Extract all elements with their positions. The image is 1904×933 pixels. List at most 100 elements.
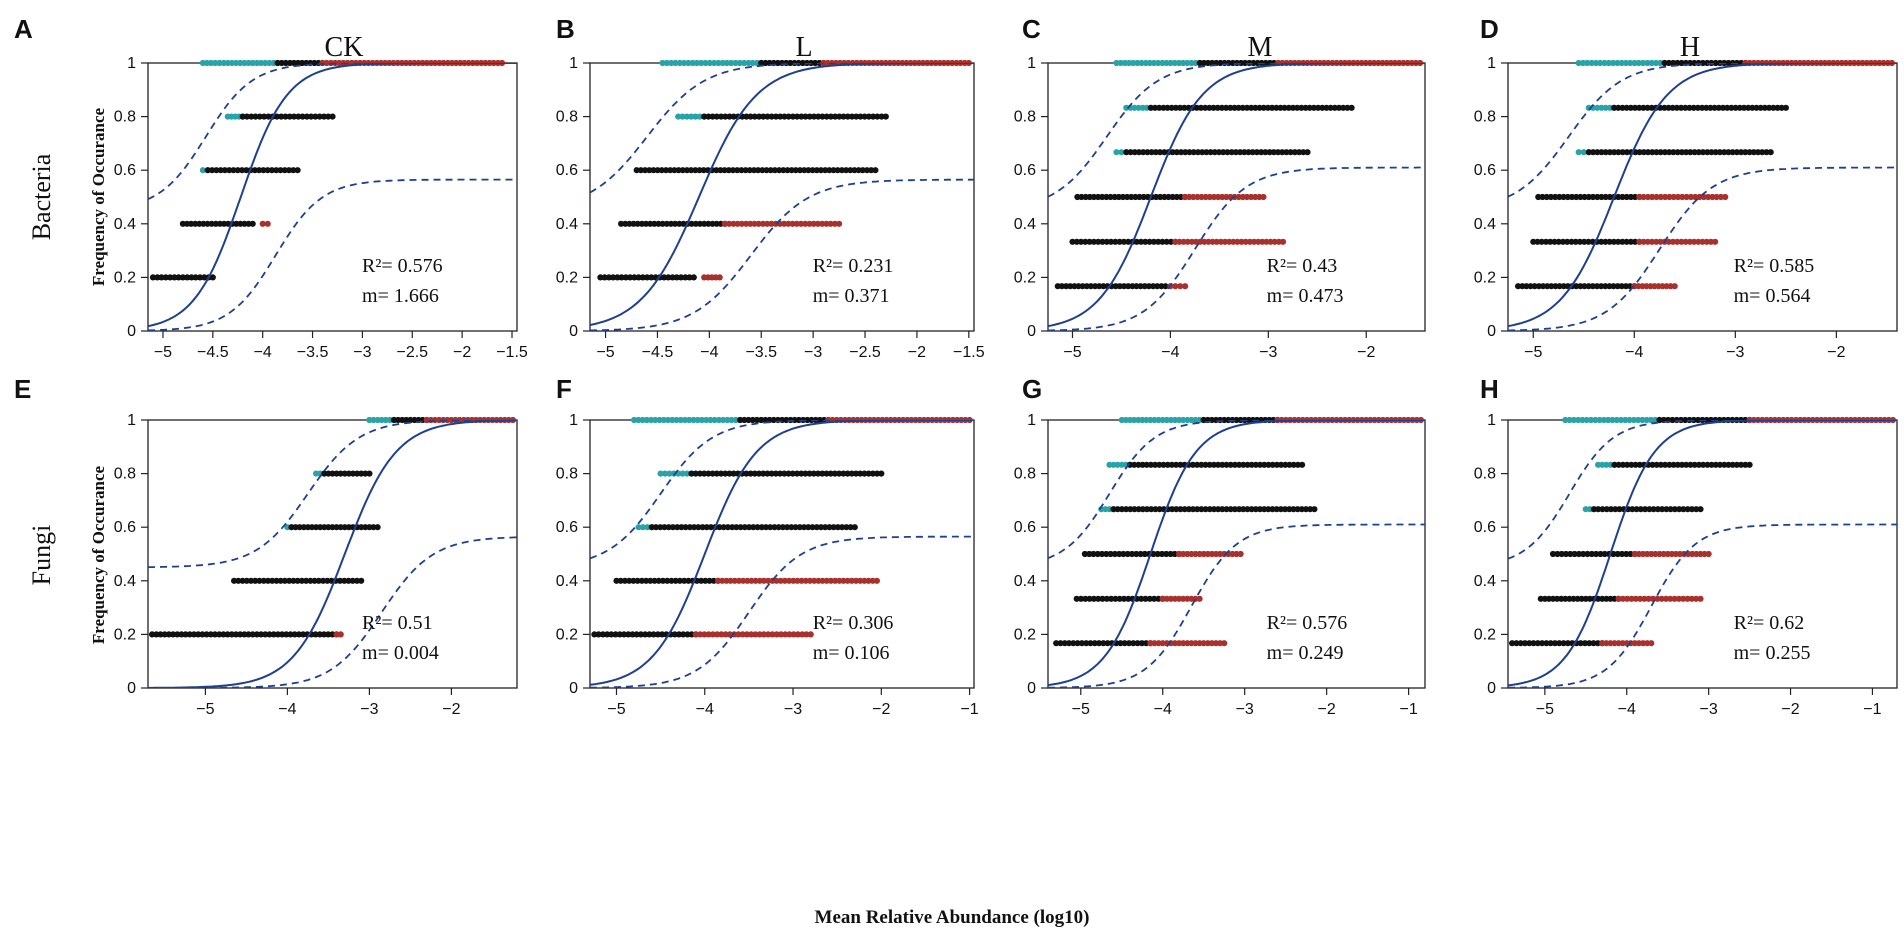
point-neutral (1615, 238, 1622, 245)
point-below (1653, 193, 1660, 201)
point-neutral (1623, 238, 1630, 245)
panel-b: B 0 0.2 0.4 0.6 0.8 1 −5 −4.5 −4 −3.5 −3 −2.5 −2 −1.5 R… (556, 14, 985, 361)
point-neutral (836, 470, 843, 477)
point-neutral (1124, 550, 1131, 558)
x-tick-label-b: −4 (700, 344, 718, 361)
point-neutral (618, 274, 625, 281)
y-tick-label-e: 0.8 (114, 466, 136, 483)
point-below (738, 220, 745, 227)
point-neutral (1644, 149, 1652, 156)
point-below (803, 631, 810, 638)
point-neutral (1729, 149, 1736, 156)
point-neutral (1121, 640, 1128, 647)
point-neutral (1707, 416, 1715, 424)
point-neutral (1104, 640, 1111, 647)
point-neutral (601, 274, 608, 281)
point-above (1597, 59, 1604, 67)
point-neutral (1311, 506, 1318, 513)
ci-upper (148, 63, 517, 201)
x-tick-label-g: −3 (1236, 701, 1254, 718)
point-above (1626, 416, 1633, 424)
point-neutral (248, 113, 255, 120)
point-below (1722, 193, 1729, 201)
point-neutral (1549, 550, 1557, 558)
point-neutral (1304, 149, 1311, 156)
point-below (1279, 238, 1287, 245)
point-neutral (637, 631, 645, 638)
x-tick-label-f: −3 (784, 701, 802, 718)
point-below (760, 631, 768, 638)
x-tick-label-c: −3 (1259, 344, 1277, 361)
point-below (1619, 595, 1626, 602)
point-neutral (1759, 149, 1766, 156)
point-above (666, 470, 673, 477)
point-neutral (209, 167, 216, 174)
point-above (1627, 59, 1634, 67)
x-tick-label-b: −5 (596, 344, 614, 361)
x-tick-label-a: −2 (453, 344, 471, 361)
point-above (1570, 416, 1577, 424)
y-tick-label-a: 0.6 (114, 162, 136, 179)
point-neutral (1618, 550, 1626, 558)
point-neutral (1120, 550, 1127, 558)
point-neutral (290, 167, 297, 174)
point-below (1671, 283, 1678, 290)
point-neutral (278, 113, 285, 120)
point-above (745, 59, 752, 67)
r2-annotation-b: R²= 0.231 (813, 255, 894, 277)
point-neutral (179, 274, 186, 281)
point-neutral (1662, 461, 1669, 468)
point-neutral (290, 113, 298, 120)
point-neutral (243, 167, 250, 174)
y-axis-label-top: Frequency of Occurance (89, 107, 108, 286)
x-axis-label: Mean Relative Abundance (log10) (815, 907, 1090, 928)
point-below (1680, 595, 1687, 602)
point-neutral (162, 274, 169, 281)
point-below (1712, 238, 1719, 245)
point-neutral (1682, 416, 1689, 424)
point-neutral (1108, 595, 1115, 602)
point-above (1579, 416, 1586, 424)
x-tick-label-f: −2 (872, 701, 890, 718)
point-neutral (1190, 149, 1197, 156)
point-neutral (1146, 238, 1153, 245)
point-neutral (1539, 640, 1546, 647)
point-neutral (1601, 550, 1608, 558)
point-above (692, 113, 699, 120)
point-neutral (196, 274, 204, 281)
point-neutral (1094, 550, 1101, 558)
point-neutral (665, 274, 672, 281)
point-below (1649, 193, 1656, 201)
point-above (1592, 416, 1599, 424)
point-neutral (1142, 595, 1149, 602)
y-tick-label-e: 0.4 (114, 573, 136, 590)
point-neutral (243, 113, 251, 120)
point-neutral (1134, 640, 1141, 647)
point-neutral (713, 113, 720, 120)
point-neutral (1699, 149, 1707, 156)
point-above (1648, 59, 1655, 67)
point-neutral (764, 470, 771, 477)
y-tick-label-e: 0.6 (114, 519, 136, 536)
point-neutral (1588, 550, 1595, 558)
point-neutral (1656, 416, 1663, 424)
point-above (686, 416, 693, 424)
point-neutral (634, 577, 641, 584)
point-neutral (1077, 238, 1085, 245)
ci-lower (1048, 166, 1425, 331)
x-tick-label-b: −3 (804, 344, 822, 361)
y-tick-label-b: 1 (569, 55, 578, 72)
point-below (1713, 193, 1720, 201)
m-annotation-b: m= 0.371 (813, 285, 890, 307)
x-tick-label-f: −5 (607, 701, 625, 718)
point-neutral (336, 577, 344, 584)
point-above (693, 59, 701, 67)
plot-frame-e (147, 419, 518, 689)
point-neutral (1090, 238, 1097, 245)
point-neutral (1595, 506, 1602, 513)
point-neutral (1521, 640, 1529, 647)
point-neutral (239, 113, 246, 120)
m-annotation-h: m= 0.255 (1734, 642, 1811, 664)
point-below (1628, 595, 1635, 602)
point-neutral (1632, 238, 1639, 245)
